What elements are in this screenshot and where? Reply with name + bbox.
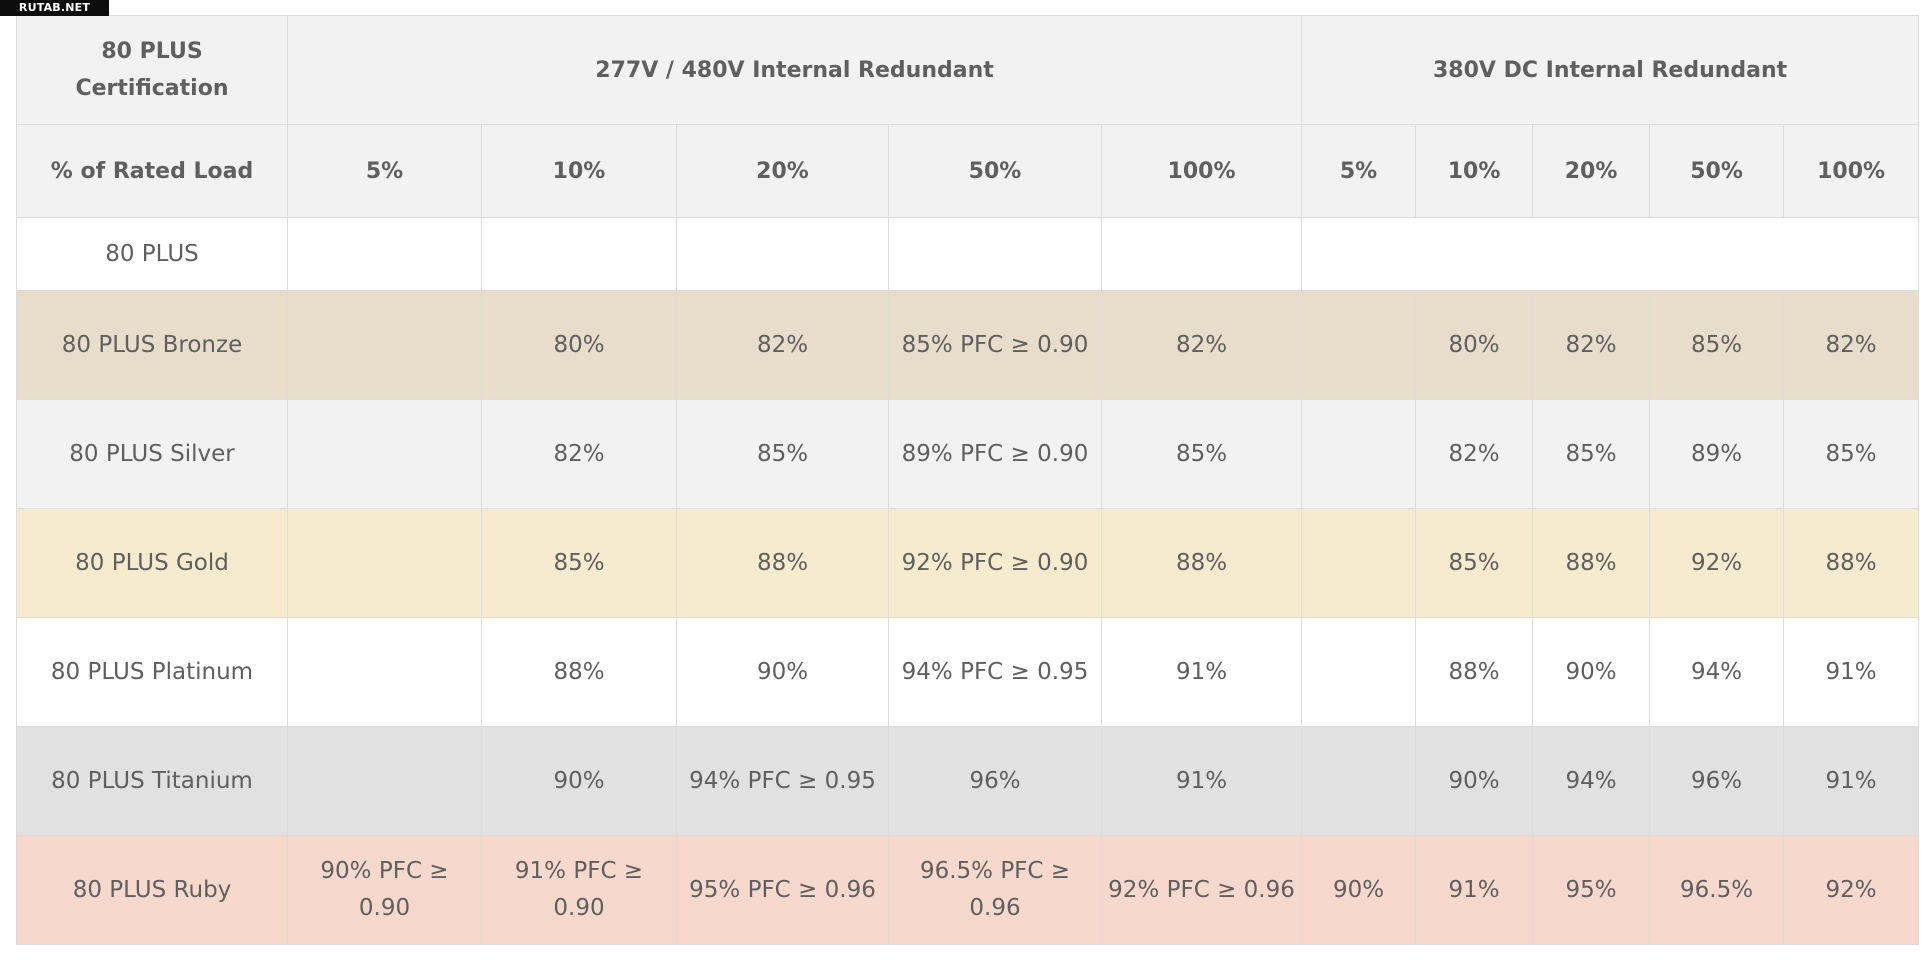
- certification-level: 80 PLUS Platinum: [16, 617, 288, 727]
- dc-value: [1301, 399, 1417, 509]
- dc-value: 88%: [1532, 508, 1651, 618]
- ac-load-header: 20%: [676, 124, 889, 218]
- dc-load-header: 100%: [1783, 124, 1920, 218]
- certification-level: 80 PLUS: [16, 217, 288, 291]
- certification-level: 80 PLUS Bronze: [16, 290, 288, 400]
- certification-level: 80 PLUS Ruby: [16, 835, 288, 945]
- ac-value: 91% PFC ≥ 0.90: [481, 835, 677, 945]
- ac-value: 82%: [1100, 290, 1303, 400]
- ac-value: 95% PFC ≥ 0.96: [676, 835, 889, 945]
- ac-value: 92% PFC ≥ 0.96: [1100, 835, 1303, 945]
- ac-value: [287, 617, 482, 727]
- ac-load-header: 50%: [888, 124, 1102, 218]
- rated-load-header: % of Rated Load: [16, 124, 288, 218]
- ac-value: 94% PFC ≥ 0.95: [888, 617, 1102, 727]
- ac-value: 88%: [1100, 508, 1303, 618]
- table-row-bronze: 80 PLUS Bronze 80% 82% 85% PFC ≥ 0.90 82…: [16, 290, 1920, 400]
- ac-load-header: 5%: [287, 124, 482, 218]
- dc-load-header: 50%: [1649, 124, 1785, 218]
- dc-value: 82%: [1532, 290, 1651, 400]
- dc-value: 82%: [1783, 290, 1920, 400]
- dc-value: 85%: [1415, 508, 1534, 618]
- group-header-row: 80 PLUS Certification 277V / 480V Intern…: [16, 15, 1920, 125]
- dc-value: [1301, 726, 1417, 836]
- dc-value: 82%: [1415, 399, 1534, 509]
- dc-load-header: 10%: [1415, 124, 1534, 218]
- dc-load-header: 5%: [1301, 124, 1417, 218]
- dc-value: 94%: [1649, 617, 1785, 727]
- ac-value: [287, 726, 482, 836]
- dc-group-header: 380V DC Internal Redundant: [1301, 15, 1920, 125]
- ac-value: 85% PFC ≥ 0.90: [888, 290, 1102, 400]
- ac-group-header: 277V / 480V Internal Redundant: [286, 15, 1303, 125]
- dc-value: 92%: [1783, 835, 1920, 945]
- dc-value: 91%: [1783, 726, 1920, 836]
- dc-value: 85%: [1532, 399, 1651, 509]
- ac-value: 85%: [1100, 399, 1303, 509]
- ac-value: 90%: [676, 617, 889, 727]
- ac-load-header: 100%: [1100, 124, 1303, 218]
- certification-level: 80 PLUS Titanium: [16, 726, 288, 836]
- ac-value: 82%: [481, 399, 677, 509]
- dc-value: 90%: [1415, 726, 1534, 836]
- dc-value-empty: [1301, 217, 1920, 291]
- dc-value: 85%: [1649, 290, 1785, 400]
- ac-value: 94% PFC ≥ 0.95: [676, 726, 889, 836]
- ac-value: 91%: [1100, 726, 1303, 836]
- ac-value: 85%: [481, 508, 677, 618]
- ac-value: 90% PFC ≥ 0.90: [287, 835, 482, 945]
- dc-value: 96.5%: [1649, 835, 1785, 945]
- ac-value: [676, 217, 889, 291]
- dc-load-header: 20%: [1532, 124, 1651, 218]
- table-row-platinum: 80 PLUS Platinum 88% 90% 94% PFC ≥ 0.95 …: [16, 617, 1920, 727]
- ac-value: [287, 217, 482, 291]
- ac-value: 82%: [676, 290, 889, 400]
- efficiency-table-container: 80 PLUS Certification 277V / 480V Intern…: [16, 15, 1920, 945]
- ac-value: 91%: [1100, 617, 1303, 727]
- ac-value: [287, 508, 482, 618]
- dc-value: 95%: [1532, 835, 1651, 945]
- dc-value: 91%: [1415, 835, 1534, 945]
- dc-value: 90%: [1532, 617, 1651, 727]
- ac-value: [481, 217, 677, 291]
- ac-value: 92% PFC ≥ 0.90: [888, 508, 1102, 618]
- efficiency-table: 80 PLUS Certification 277V / 480V Intern…: [16, 15, 1920, 945]
- site-watermark: RUTAB.NET: [0, 0, 109, 16]
- dc-value: 80%: [1415, 290, 1534, 400]
- ac-value: 80%: [481, 290, 677, 400]
- dc-value: [1301, 508, 1417, 618]
- table-row-titanium: 80 PLUS Titanium 90% 94% PFC ≥ 0.95 96% …: [16, 726, 1920, 836]
- dc-value: 88%: [1415, 617, 1534, 727]
- ac-load-header: 10%: [481, 124, 677, 218]
- dc-value: [1301, 617, 1417, 727]
- dc-value: 91%: [1783, 617, 1920, 727]
- dc-value: 94%: [1532, 726, 1651, 836]
- table-row-gold: 80 PLUS Gold 85% 88% 92% PFC ≥ 0.90 88% …: [16, 508, 1920, 618]
- ac-value: 85%: [676, 399, 889, 509]
- table-row-80-plus: 80 PLUS: [16, 217, 1920, 291]
- dc-value: 96%: [1649, 726, 1785, 836]
- dc-value: 92%: [1649, 508, 1785, 618]
- table-row-ruby: 80 PLUS Ruby 90% PFC ≥ 0.90 91% PFC ≥ 0.…: [16, 835, 1920, 945]
- ac-value: [1100, 217, 1303, 291]
- dc-value: 89%: [1649, 399, 1785, 509]
- ac-value: 96.5% PFC ≥ 0.96: [888, 835, 1102, 945]
- ac-value: [287, 399, 482, 509]
- dc-value: 85%: [1783, 399, 1920, 509]
- certification-header: 80 PLUS Certification: [16, 15, 288, 125]
- dc-value: 90%: [1301, 835, 1417, 945]
- ac-value: [888, 217, 1102, 291]
- ac-value: [287, 290, 482, 400]
- ac-value: 89% PFC ≥ 0.90: [888, 399, 1102, 509]
- table-row-silver: 80 PLUS Silver 82% 85% 89% PFC ≥ 0.90 85…: [16, 399, 1920, 509]
- certification-level: 80 PLUS Silver: [16, 399, 288, 509]
- ac-value: 96%: [888, 726, 1102, 836]
- ac-value: 88%: [481, 617, 677, 727]
- ac-value: 88%: [676, 508, 889, 618]
- ac-value: 90%: [481, 726, 677, 836]
- dc-value: [1301, 290, 1417, 400]
- load-header-row: % of Rated Load 5% 10% 20% 50% 100% 5% 1…: [16, 124, 1920, 218]
- certification-level: 80 PLUS Gold: [16, 508, 288, 618]
- dc-value: 88%: [1783, 508, 1920, 618]
